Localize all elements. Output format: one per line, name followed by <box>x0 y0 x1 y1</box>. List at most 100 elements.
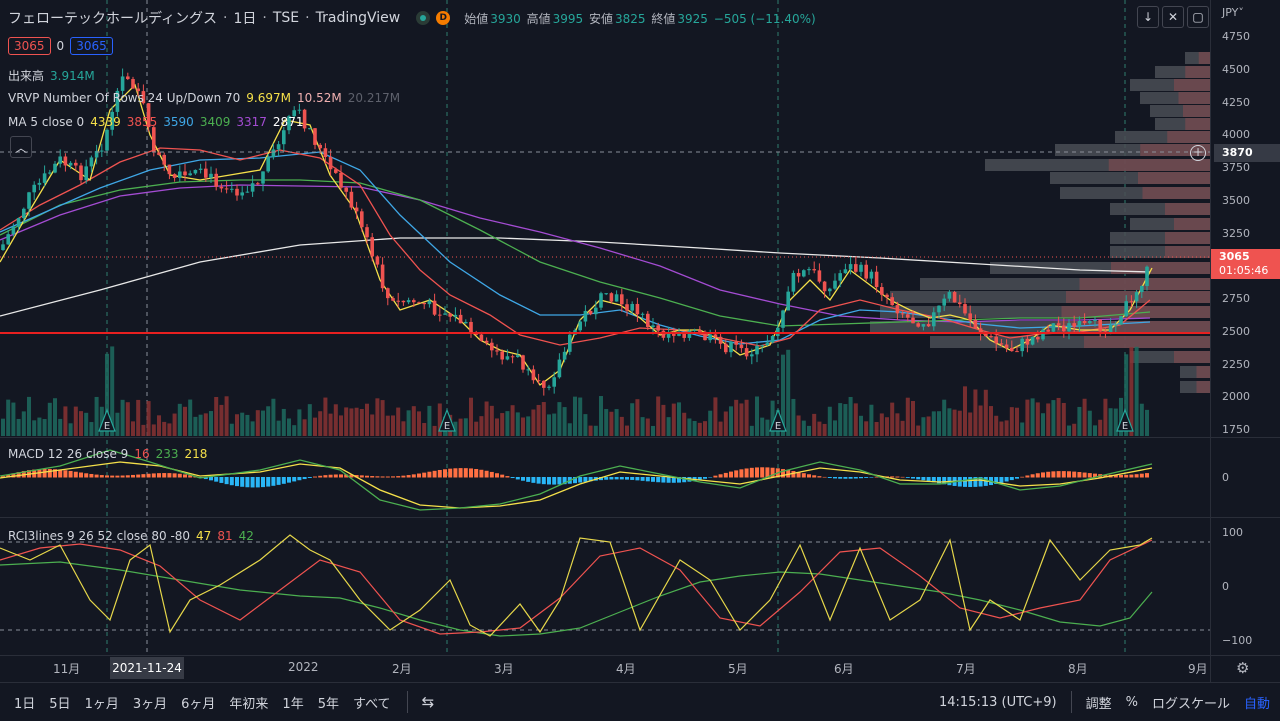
candle-body <box>536 380 541 382</box>
candle-body <box>334 169 338 173</box>
clock[interactable]: 14:15:13 (UTC+9) <box>938 694 1057 710</box>
percent-button[interactable]: % <box>1125 694 1138 710</box>
scroll-down-button[interactable]: ↓ <box>1137 6 1159 28</box>
volume-bar <box>677 402 681 436</box>
ma-legend[interactable]: MA 5 close 0 4339 3855 3590 3409 3317 28… <box>8 115 303 129</box>
adjust-button[interactable]: 調整 <box>1085 696 1112 712</box>
volume-bar <box>1124 354 1129 436</box>
settings-icon[interactable]: ⚙ <box>1236 659 1250 677</box>
rci-legend[interactable]: RCI3lines 9 26 52 close 80 -80 47 81 42 <box>8 529 254 543</box>
macd-bar <box>167 473 172 478</box>
symbol-name[interactable]: フェローテックホールディングス <box>8 11 218 27</box>
candle-body <box>661 330 666 338</box>
macd-legend[interactable]: MACD 12 26 close 9 16 233 218 <box>8 447 207 461</box>
macd-bar <box>843 477 848 479</box>
volume-bar <box>375 398 380 436</box>
ma-label: MA 5 close 0 <box>8 115 85 129</box>
rci-axis-100[interactable]: 100 <box>1222 526 1243 539</box>
macd-bar <box>729 471 733 478</box>
maximize-button[interactable]: ▢ <box>1187 6 1209 28</box>
event-marker: E <box>98 408 116 432</box>
buy-button[interactable]: 3065 <box>70 37 113 55</box>
macd-bar <box>640 477 645 481</box>
macd-bar <box>474 468 479 478</box>
macd-bar <box>749 467 754 478</box>
macd-bar <box>557 477 562 485</box>
volume-legend[interactable]: 出来高 3.914M <box>8 67 95 84</box>
macd-bar <box>131 474 135 478</box>
candle-body <box>547 386 551 388</box>
candle-body <box>172 174 177 178</box>
timeframe-button[interactable]: 6ヶ月 <box>181 696 216 712</box>
close-label: 終値 <box>651 11 676 26</box>
volume-bar <box>843 404 848 436</box>
timeframe-button[interactable]: 5日 <box>49 696 71 712</box>
macd-bar <box>723 472 728 478</box>
candle-body <box>1036 337 1040 340</box>
candle-body <box>1134 292 1139 302</box>
add-alert-icon[interactable]: + <box>1190 145 1206 161</box>
candle-body <box>386 288 390 299</box>
candle-body <box>183 171 187 176</box>
macd-bar <box>562 477 567 485</box>
volume-bar <box>11 402 16 436</box>
chevron-up-icon: ︿ <box>14 140 27 155</box>
timeframe-button[interactable]: 1年 <box>282 696 304 712</box>
collapse-legend-button[interactable]: ︿ <box>10 136 32 158</box>
volume-bar <box>723 411 728 436</box>
candle-body <box>833 280 837 289</box>
macd-signal-value: 218 <box>184 447 208 461</box>
volume-bar <box>261 410 265 436</box>
volume-bar <box>916 425 921 436</box>
date-range-icon[interactable]: ⇆ <box>421 693 435 711</box>
macd-bar <box>183 474 187 478</box>
volume-bar <box>1113 408 1118 436</box>
interval[interactable]: 1日 <box>233 11 257 27</box>
timeframe-button[interactable]: 1ヶ月 <box>84 696 119 712</box>
volume-bar <box>380 400 385 436</box>
macd-bar <box>677 477 681 483</box>
candle-body <box>339 172 343 188</box>
volume-bar <box>687 418 692 436</box>
macd-bar <box>1145 473 1149 478</box>
candle-body <box>131 79 135 89</box>
rci-axis-minus100[interactable]: −100 <box>1222 634 1253 647</box>
volume-bar <box>697 422 702 436</box>
sell-button[interactable]: 3065 <box>8 37 51 55</box>
timeframe-button[interactable]: 1日 <box>14 696 36 712</box>
timeframe-button[interactable]: すべて <box>352 696 391 712</box>
volume-bar <box>1108 408 1113 436</box>
log-scale-button[interactable]: ログスケール <box>1151 696 1230 712</box>
macd-bar <box>73 471 78 478</box>
timeframe-button[interactable]: 5年 <box>317 696 339 712</box>
macd-bar <box>978 477 983 487</box>
macd-bar <box>931 477 936 483</box>
rci-label: RCI3lines 9 26 52 close 80 -80 <box>8 529 191 543</box>
auto-button[interactable]: 自動 <box>1243 696 1270 712</box>
macd-bar <box>635 477 640 481</box>
volume-bar <box>172 413 177 436</box>
rci-axis-0[interactable]: 0 <box>1222 580 1229 593</box>
timeframe-button[interactable]: 年初来 <box>229 696 269 712</box>
time-tick: 11月 <box>53 662 81 676</box>
vrvp-legend[interactable]: VRVP Number Of Rows 24 Up/Down 70 9.697M… <box>8 91 400 105</box>
volume-bar <box>333 404 338 436</box>
volume-bar <box>281 408 286 436</box>
candle-body <box>635 303 640 315</box>
collapse-button[interactable]: ✕ <box>1162 6 1184 28</box>
volume-bar <box>73 406 78 436</box>
currency-label[interactable]: JPY˅ <box>1222 6 1244 19</box>
profile-bar-down <box>1198 52 1210 64</box>
vrvp-total-value: 20.217M <box>347 91 401 105</box>
volume-bar <box>229 423 234 436</box>
macd-bar <box>822 476 827 478</box>
volume-bar <box>926 416 931 436</box>
candle-body <box>874 271 879 288</box>
macd-axis-zero[interactable]: 0 <box>1222 471 1229 484</box>
volume-bar <box>968 412 973 436</box>
timeframe-button[interactable]: 3ヶ月 <box>132 696 168 712</box>
volume-bar <box>817 421 822 436</box>
volume-bar <box>1041 413 1045 436</box>
macd-bar <box>651 477 655 482</box>
